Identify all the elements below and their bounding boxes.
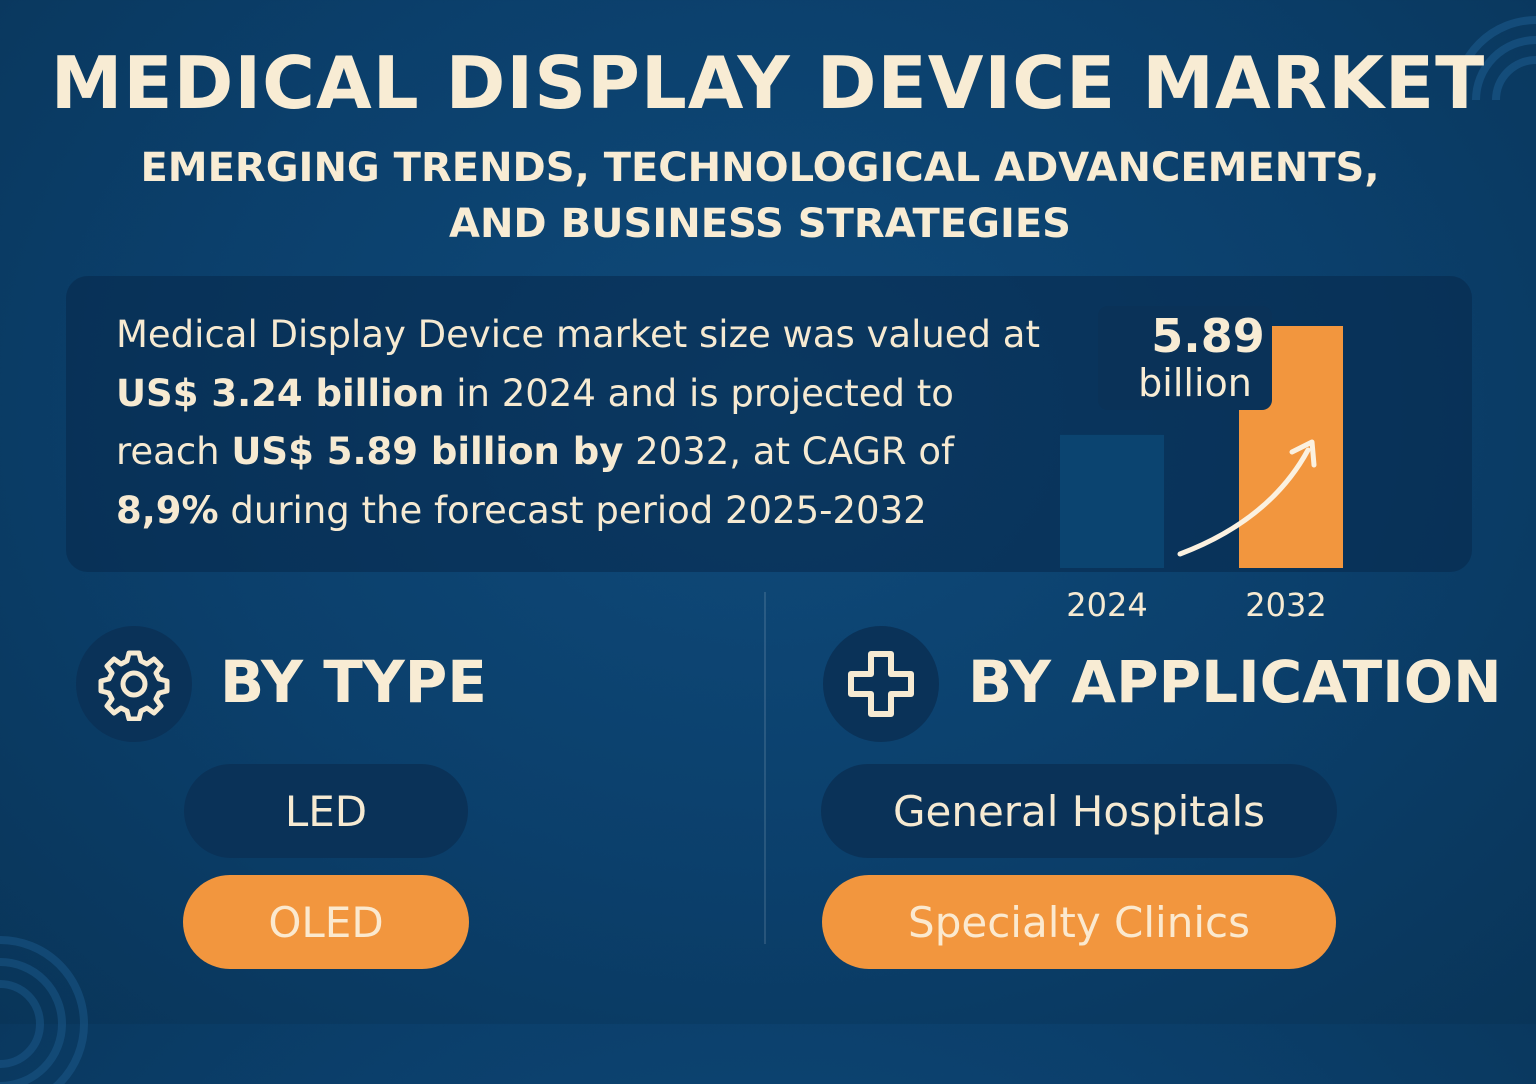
value-2032: US$ 5.89 billion by: [231, 430, 624, 473]
summary-text-part: Medical Display Device market size was v…: [116, 313, 1040, 356]
page-subtitle: EMERGING TRENDS, TECHNOLOGICAL ADVANCEME…: [140, 145, 1380, 247]
by-type-heading: BY TYPE: [220, 648, 487, 716]
decorative-arcs: [0, 936, 88, 1084]
application-pill-general-hospitals[interactable]: General Hospitals: [821, 764, 1337, 858]
page-title: MEDICAL DISPLAY DEVICE MARKET: [50, 41, 1486, 125]
value-callout-unit: billion: [1138, 361, 1252, 405]
type-icon-badge: [76, 626, 192, 742]
type-pill-led[interactable]: LED: [184, 764, 468, 858]
value-callout-number: 5.89: [1151, 309, 1265, 363]
application-pill-specialty-clinics[interactable]: Specialty Clinics: [822, 875, 1336, 969]
medical-cross-icon: [848, 651, 914, 717]
section-divider: [764, 592, 766, 944]
gear-icon: [98, 650, 170, 721]
x-tick-label-2032: 2032: [1245, 586, 1326, 624]
trend-arrow-head: [1289, 439, 1317, 468]
summary-text-part: in 2024 and is projected to reach: [116, 371, 954, 474]
value-callout-box: [1098, 306, 1272, 410]
trend-arrow-line: [1177, 447, 1311, 557]
bar-2024: [1060, 434, 1164, 568]
by-application-heading: BY APPLICATION: [968, 648, 1502, 716]
market-summary: Medical Display Device market size was v…: [116, 306, 1056, 540]
application-icon-badge: [823, 626, 939, 742]
type-pill-oled[interactable]: OLED: [183, 875, 469, 969]
summary-text-part: 2032, at CAGR of: [623, 430, 955, 473]
cagr-value: 8,9%: [116, 488, 219, 532]
x-tick-label-2024: 2024: [1066, 586, 1147, 624]
value-2024: US$ 3.24 billion: [116, 371, 445, 415]
summary-text-part: during the forecast period 2025-2032: [218, 488, 927, 532]
